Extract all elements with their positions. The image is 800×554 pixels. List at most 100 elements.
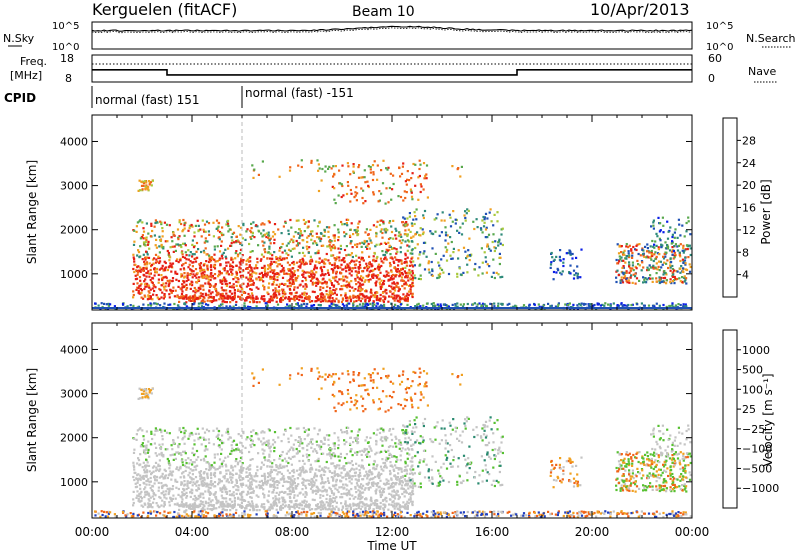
heatmap-cell <box>275 256 278 259</box>
heatmap-cell <box>280 264 283 267</box>
heatmap-cell <box>154 219 157 222</box>
heatmap-cell <box>242 224 245 227</box>
heatmap-cell <box>375 225 378 228</box>
heatmap-cell <box>200 272 203 275</box>
heatmap-cell <box>292 241 295 244</box>
heatmap-cell <box>331 246 334 250</box>
heatmap-cell <box>231 466 234 469</box>
heatmap-cell <box>180 222 183 226</box>
heatmap-cell <box>330 249 333 252</box>
heatmap-cell <box>485 271 488 274</box>
heatmap-cell <box>333 300 336 303</box>
heatmap-cell <box>132 256 135 259</box>
heatmap-cell <box>390 270 393 273</box>
heatmap-cell <box>136 479 140 482</box>
heatmap-cell <box>687 216 690 219</box>
heatmap-cell <box>278 175 281 178</box>
heatmap-cell <box>370 471 373 474</box>
heatmap-cell <box>484 228 488 231</box>
heatmap-cell <box>402 280 406 283</box>
heatmap-cell <box>317 169 320 172</box>
heatmap-cell <box>393 305 396 308</box>
heatmap-cell <box>631 267 634 270</box>
heatmap-cell <box>250 297 253 300</box>
heatmap-cell <box>179 465 182 468</box>
heatmap-cell <box>270 262 273 265</box>
heatmap-cell <box>392 489 395 492</box>
heatmap-cell <box>263 241 266 244</box>
heatmap-cell <box>333 266 336 270</box>
heatmap-cell <box>647 304 651 307</box>
heatmap-cell <box>345 245 348 248</box>
heatmap-cell <box>405 502 408 505</box>
heatmap-cell <box>400 470 403 473</box>
heatmap-cell <box>149 288 152 291</box>
heatmap-cell <box>550 304 553 307</box>
heatmap-cell <box>230 466 233 469</box>
heatmap-cell <box>411 272 414 275</box>
heatmap-cell <box>320 293 323 296</box>
heatmap-cell <box>404 180 407 183</box>
heatmap-cell <box>253 475 256 478</box>
heatmap-cell <box>281 292 284 295</box>
heatmap-cell <box>615 280 618 284</box>
heatmap-cell <box>233 295 236 298</box>
heatmap-cell <box>374 274 378 277</box>
heatmap-cell <box>362 283 365 286</box>
heatmap-cell <box>662 277 665 280</box>
heatmap-cell <box>381 250 384 253</box>
heatmap-cell <box>684 256 687 259</box>
heatmap-cell <box>217 225 220 228</box>
heatmap-cell <box>199 267 202 270</box>
heatmap-cell <box>619 279 622 282</box>
heatmap-cell <box>410 274 413 277</box>
heatmap-cell <box>224 490 227 494</box>
heatmap-cell <box>182 285 185 289</box>
heatmap-cell <box>333 234 336 237</box>
heatmap-cell <box>380 487 383 490</box>
heatmap-cell <box>377 471 380 474</box>
heatmap-cell <box>285 480 288 483</box>
heatmap-cell <box>686 248 689 251</box>
heatmap-cell <box>256 475 259 478</box>
heatmap-cell <box>276 473 279 476</box>
heatmap-cell <box>345 232 348 236</box>
heatmap-cell <box>383 466 386 469</box>
heatmap-cell <box>673 256 676 259</box>
heatmap-cell <box>147 464 151 467</box>
heatmap-cell <box>279 478 283 481</box>
heatmap-cell <box>409 252 412 255</box>
heatmap-cell <box>144 464 147 467</box>
heatmap-cell <box>166 268 169 272</box>
heatmap-cell <box>199 478 202 481</box>
heatmap-cell <box>538 305 541 308</box>
heatmap-cell <box>309 255 312 258</box>
heatmap-cell <box>623 271 626 274</box>
heatmap-cell <box>327 502 330 505</box>
heatmap-cell <box>310 481 313 484</box>
heatmap-cell <box>274 495 277 498</box>
heatmap-cell <box>651 304 655 307</box>
heatmap-cell <box>481 261 484 264</box>
heatmap-cell <box>623 253 626 256</box>
heatmap-cell <box>356 243 359 246</box>
heatmap-cell <box>408 472 411 475</box>
heatmap-cell <box>332 299 335 302</box>
heatmap-cell <box>320 501 323 504</box>
heatmap-cell <box>355 186 358 189</box>
heatmap-cell <box>140 236 143 239</box>
heatmap-cell <box>398 166 401 170</box>
heatmap-cell <box>673 279 676 282</box>
heatmap-cell <box>322 277 325 280</box>
colorbar-tick-label: 24 <box>742 157 756 170</box>
heatmap-cell <box>685 230 688 233</box>
heatmap-cell <box>248 300 252 304</box>
heatmap-cell <box>623 276 626 280</box>
heatmap-cell <box>217 273 221 276</box>
heatmap-cell <box>143 502 146 505</box>
heatmap-cell <box>188 224 191 227</box>
heatmap-cell <box>199 470 203 473</box>
heatmap-cell <box>198 471 201 474</box>
heatmap-cell <box>322 489 325 493</box>
